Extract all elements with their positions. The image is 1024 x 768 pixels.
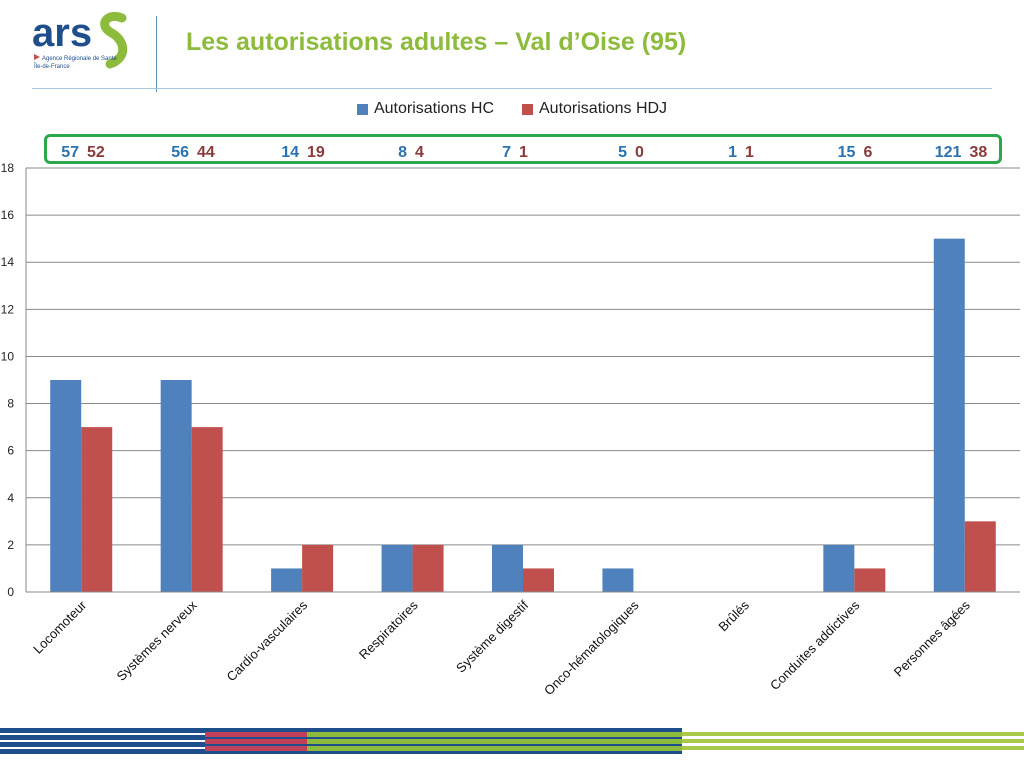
- footer-stripes-graphic: [0, 728, 1024, 754]
- y-tick-label: 10: [1, 349, 15, 363]
- logo-subtitle-2: Île-de-France: [33, 63, 70, 70]
- y-tick-label: 6: [7, 444, 14, 458]
- bar-hdj: [81, 427, 113, 592]
- bar-hc: [381, 544, 413, 592]
- legend-label-hdj: Autorisations HDJ: [539, 100, 668, 117]
- bar-hc: [271, 568, 303, 592]
- y-tick-label: 4: [7, 491, 14, 505]
- count-hdj: 1: [745, 144, 754, 161]
- bar-hdj: [964, 521, 996, 592]
- count-pair-locomoteur: 57 52: [61, 144, 105, 162]
- page-title: Les autorisations adultes – Val d’Oise (…: [186, 28, 687, 56]
- y-tick-label: 18: [1, 161, 15, 175]
- count-hdj: 1: [519, 144, 528, 161]
- count-hc: 121: [934, 144, 962, 161]
- count-hdj: 52: [87, 144, 105, 161]
- bar-hc: [823, 544, 855, 592]
- x-tick-label: Locomoteur: [30, 597, 90, 657]
- legend-item-hc: Autorisations HC: [356, 100, 494, 118]
- count-pair-systemes-nerveux: 56 44: [171, 144, 215, 162]
- count-hdj: 6: [863, 144, 873, 161]
- x-axis-labels: Locomoteur Systèmes nerveux Cardio-vascula…: [30, 597, 973, 698]
- header-divider-vertical: [156, 16, 157, 92]
- bar-hdj: [523, 568, 554, 592]
- y-tick-label: 0: [7, 585, 14, 599]
- legend-swatch-hc: [356, 103, 368, 115]
- count-hc: 7: [502, 144, 511, 161]
- count-hdj: 0: [635, 144, 644, 161]
- bar-chart: 0 2 4 6 8 10 12 14 16 18 Locomoteur Systèmes nerve…: [1, 161, 1020, 698]
- bar-hdj: [302, 544, 334, 592]
- legend-item-hdj: Autorisations HDJ: [522, 100, 667, 118]
- x-tick-label: Personnes âgées: [891, 597, 974, 680]
- count-hc: 5: [618, 144, 627, 161]
- bar-hdj: [412, 544, 444, 592]
- y-tick-label: 8: [7, 397, 14, 411]
- y-tick-label: 16: [1, 208, 15, 222]
- bar-hc: [50, 380, 82, 592]
- count-hc: 8: [398, 144, 407, 161]
- count-hc: 1: [728, 144, 737, 161]
- chart-legend: Autorisations HC Autorisations HDJ: [0, 100, 1024, 118]
- legend-label-hc: Autorisations HC: [373, 100, 494, 117]
- x-tick-label: Brûlés: [715, 597, 752, 634]
- count-hc: 57: [61, 144, 79, 161]
- x-tick-label: Conduites addictives: [767, 597, 863, 693]
- count-hdj: 4: [415, 144, 424, 161]
- ars-logo: ars Agence Régionale de Santé Île-de-Fra…: [32, 11, 128, 70]
- y-axis-ticks: 0 2 4 6 8 10 12 14 16 18: [1, 161, 15, 599]
- footer-stripes: [0, 728, 1024, 754]
- count-hc: 15: [837, 144, 856, 161]
- x-tick-label: Système digestif: [453, 597, 531, 675]
- bar-hc: [602, 568, 634, 592]
- bar-hc: [933, 238, 965, 592]
- logo-subtitle-1: Agence Régionale de Santé: [42, 56, 117, 62]
- count-pair-personnes-agees: 121 38: [935, 144, 988, 162]
- count-hc: 14: [281, 144, 299, 161]
- count-hc: 56: [171, 144, 189, 161]
- x-tick-label: Respiratoires: [356, 597, 421, 662]
- count-hdj: 44: [197, 144, 215, 161]
- x-tick-label: Onco-hématologiques: [541, 597, 642, 698]
- bar-hdj: [191, 427, 223, 592]
- bar-hdj: [854, 568, 886, 592]
- header-divider-horizontal: [32, 88, 992, 89]
- bar-hc: [160, 380, 192, 592]
- y-tick-label: 12: [1, 302, 15, 316]
- logo-letters: ars: [32, 11, 92, 55]
- count-hdj: 19: [307, 144, 325, 161]
- logo-flag-mark: [34, 54, 40, 60]
- legend-swatch-hdj: [522, 103, 533, 115]
- y-tick-label: 14: [1, 255, 15, 269]
- count-pair-cardio: 14 19: [281, 144, 325, 162]
- bar-hc: [492, 544, 523, 592]
- logo-s-swoosh: [100, 12, 128, 69]
- count-hdj: 38: [969, 144, 988, 161]
- x-tick-label: Systèmes nerveux: [114, 597, 201, 684]
- count-pair-addictives: 15 6: [838, 144, 873, 162]
- y-tick-label: 2: [7, 538, 14, 552]
- x-tick-label: Cardio-vasculaires: [224, 597, 311, 684]
- chart-bars: [50, 238, 996, 592]
